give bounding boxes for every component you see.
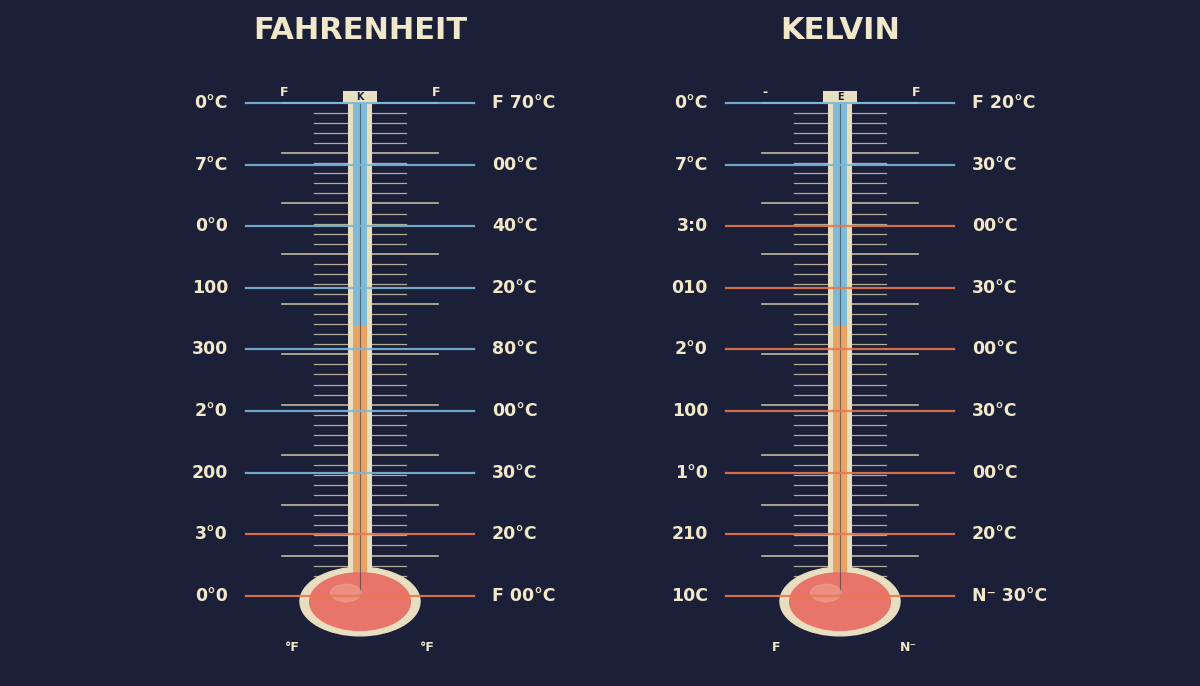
Text: 00°C: 00°C xyxy=(972,340,1018,358)
Text: 20°C: 20°C xyxy=(972,525,1018,543)
Bar xyxy=(353,324,367,595)
Text: F: F xyxy=(280,86,288,99)
Text: 0°C: 0°C xyxy=(194,94,228,112)
Bar xyxy=(348,103,372,595)
Text: °F: °F xyxy=(420,641,434,654)
Text: 100: 100 xyxy=(192,279,228,297)
Text: 0°C: 0°C xyxy=(674,94,708,112)
Text: F: F xyxy=(432,86,440,99)
Text: N⁻: N⁻ xyxy=(900,641,917,654)
Circle shape xyxy=(790,573,890,630)
Text: 2°0: 2°0 xyxy=(676,340,708,358)
Bar xyxy=(833,103,847,324)
Text: 7°C: 7°C xyxy=(194,156,228,174)
Text: 100: 100 xyxy=(672,402,708,420)
Text: 010: 010 xyxy=(672,279,708,297)
Text: 1°0: 1°0 xyxy=(676,464,708,482)
Bar xyxy=(823,91,857,103)
Text: FAHRENHEIT: FAHRENHEIT xyxy=(253,16,467,45)
Text: 30°C: 30°C xyxy=(492,464,538,482)
Bar xyxy=(353,103,367,324)
Text: 210: 210 xyxy=(672,525,708,543)
Text: 2°0: 2°0 xyxy=(196,402,228,420)
Text: 00°C: 00°C xyxy=(972,464,1018,482)
Circle shape xyxy=(300,567,420,636)
Text: 10C: 10C xyxy=(671,587,708,605)
Text: 30°C: 30°C xyxy=(972,156,1018,174)
Circle shape xyxy=(811,584,841,602)
Text: 200: 200 xyxy=(192,464,228,482)
Text: 30°C: 30°C xyxy=(972,402,1018,420)
Text: F: F xyxy=(912,86,920,99)
Text: 20°C: 20°C xyxy=(492,279,538,297)
Text: 40°C: 40°C xyxy=(492,217,538,235)
Text: 3°0: 3°0 xyxy=(196,525,228,543)
Text: F 70°C: F 70°C xyxy=(492,94,556,112)
Text: 00°C: 00°C xyxy=(972,217,1018,235)
Text: 00°C: 00°C xyxy=(492,402,538,420)
Bar xyxy=(833,324,847,595)
Circle shape xyxy=(780,567,900,636)
Text: K: K xyxy=(356,92,364,102)
Text: 00°C: 00°C xyxy=(492,156,538,174)
Text: 7°C: 7°C xyxy=(674,156,708,174)
Bar xyxy=(828,103,852,595)
Text: 30°C: 30°C xyxy=(972,279,1018,297)
Circle shape xyxy=(310,573,410,630)
Text: 300: 300 xyxy=(192,340,228,358)
Text: E: E xyxy=(836,92,844,102)
Bar xyxy=(343,91,377,103)
Text: -: - xyxy=(763,86,768,99)
Circle shape xyxy=(331,584,361,602)
Text: 0°0: 0°0 xyxy=(196,217,228,235)
Text: N⁻ 30°C: N⁻ 30°C xyxy=(972,587,1048,605)
Text: F: F xyxy=(772,641,780,654)
Text: F 20°C: F 20°C xyxy=(972,94,1036,112)
Text: F 00°C: F 00°C xyxy=(492,587,556,605)
Text: 0°0: 0°0 xyxy=(196,587,228,605)
Text: 3:0: 3:0 xyxy=(677,217,708,235)
Text: KELVIN: KELVIN xyxy=(780,16,900,45)
Text: °F: °F xyxy=(286,641,300,654)
Text: 80°C: 80°C xyxy=(492,340,538,358)
Text: 20°C: 20°C xyxy=(492,525,538,543)
